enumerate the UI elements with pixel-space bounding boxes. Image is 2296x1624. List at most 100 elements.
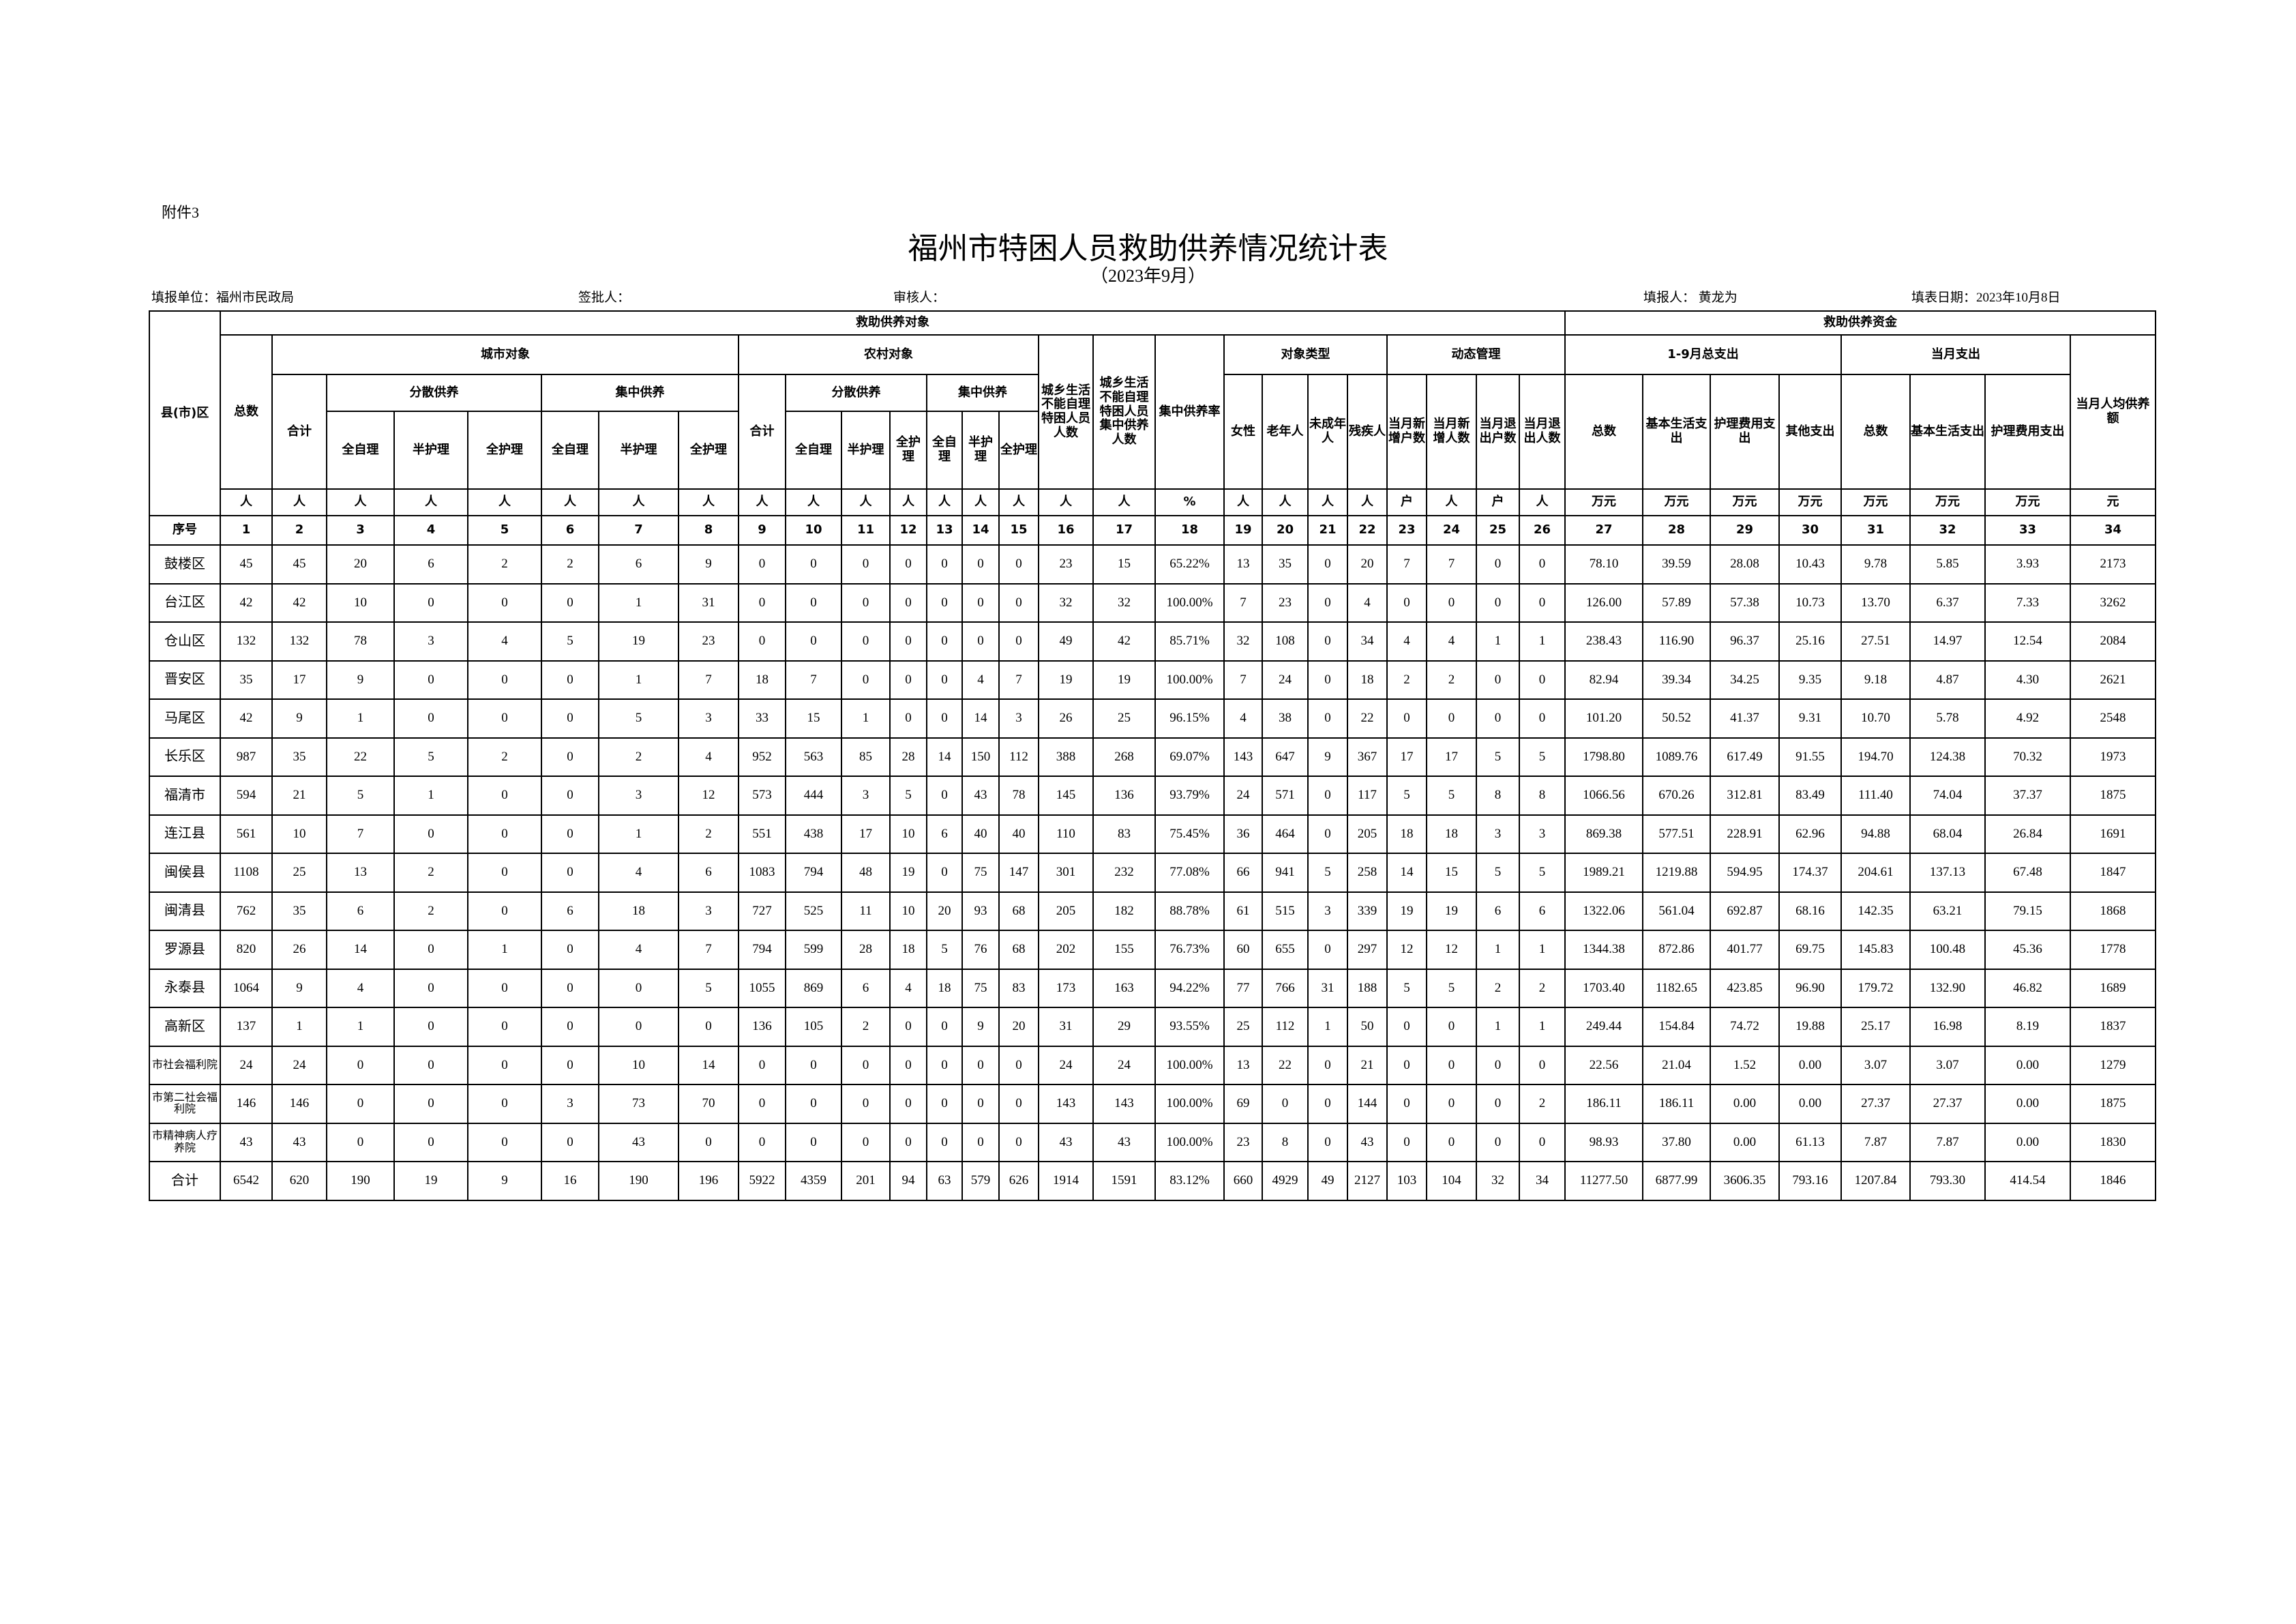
table-cell: 45.36 xyxy=(1984,930,2071,970)
table-cell: 29 xyxy=(1092,1007,1156,1047)
table-cell: 50.52 xyxy=(1642,698,1711,739)
table-cell: 268 xyxy=(1092,737,1156,777)
table-cell: 670.26 xyxy=(1642,776,1711,816)
table-cell: 0 xyxy=(738,1122,786,1162)
table-cell: 35 xyxy=(271,737,327,777)
table-cell: 39.34 xyxy=(1642,660,1711,700)
table-cell: 24 xyxy=(1092,1045,1156,1085)
table-body: 鼓楼区 45 45 20 6 2 2 6 9 0 0 0 0 0 0 0 23 15 65.22% 13 35 0 20 7 7… xyxy=(149,544,2156,1201)
table-cell: 12.54 xyxy=(1984,621,2071,662)
unit-cell: 人 xyxy=(541,488,599,516)
table-cell: 60 xyxy=(1223,930,1263,970)
table-cell: 1846 xyxy=(2070,1161,2156,1201)
table-cell: 4.30 xyxy=(1984,660,2071,700)
sequence-cell: 15 xyxy=(998,515,1039,546)
table-cell: 10 xyxy=(889,891,927,931)
table-cell: 0 xyxy=(1519,544,1566,585)
table-cell: 872.86 xyxy=(1642,930,1711,970)
table-cell: 0 xyxy=(541,1122,599,1162)
header-ytd-total: 总数 xyxy=(1564,374,1643,490)
table-cell: 1837 xyxy=(2070,1007,2156,1047)
table-cell: 194.70 xyxy=(1840,737,1911,777)
table-cell: 6877.99 xyxy=(1642,1161,1711,1201)
region-name: 长乐区 xyxy=(149,737,221,777)
region-name: 高新区 xyxy=(149,1007,221,1047)
header-seq: 序号 xyxy=(149,515,221,546)
header-care-level: 全护理 xyxy=(889,411,927,490)
table-cell: 0 xyxy=(998,544,1039,585)
table-cell: 132.90 xyxy=(1909,968,1986,1008)
table-cell: 0 xyxy=(1307,698,1348,739)
table-cell: 10.43 xyxy=(1778,544,1842,585)
table-cell: 2621 xyxy=(2070,660,2156,700)
table-cell: 143 xyxy=(1038,1084,1094,1124)
table-cell: 27.37 xyxy=(1840,1084,1911,1124)
table-cell: 5 xyxy=(541,621,599,662)
table-cell: 19 xyxy=(393,1161,468,1201)
table-cell: 14 xyxy=(326,930,395,970)
table-cell: 144 xyxy=(1347,1084,1388,1124)
region-name: 台江区 xyxy=(149,582,221,623)
table-cell: 45 xyxy=(271,544,327,585)
statistics-table: 县(市)区 救助供养对象 救助供养资金 总数 城市对象 农村对象 城乡生活不能自… xyxy=(149,310,2156,1201)
table-cell: 0 xyxy=(889,660,927,700)
table-cell: 0 xyxy=(541,776,599,816)
table-cell: 100.00% xyxy=(1154,1084,1225,1124)
table-cell: 0 xyxy=(926,1007,963,1047)
table-cell: 1875 xyxy=(2070,776,2156,816)
table-cell: 339 xyxy=(1347,891,1388,931)
table-cell: 105 xyxy=(785,1007,842,1047)
table-cell: 43 xyxy=(1347,1122,1388,1162)
table-cell: 0 xyxy=(393,1122,468,1162)
unit-cell: 人 xyxy=(889,488,927,516)
table-cell: 577.51 xyxy=(1642,814,1711,854)
table-cell: 76 xyxy=(961,930,1000,970)
header-region: 县(市)区 xyxy=(149,310,221,516)
table-cell: 1055 xyxy=(738,968,786,1008)
table-cell: 1064 xyxy=(220,968,273,1008)
table-cell: 28 xyxy=(889,737,927,777)
sequence-cell: 7 xyxy=(598,515,679,546)
sequence-cell: 6 xyxy=(541,515,599,546)
table-cell: 186.11 xyxy=(1564,1084,1643,1124)
table-cell: 0 xyxy=(1307,660,1348,700)
table-cell: 0 xyxy=(393,660,468,700)
table-cell: 5 xyxy=(889,776,927,816)
sequence-cell: 31 xyxy=(1840,515,1911,546)
header-ytd-other: 其他支出 xyxy=(1778,374,1842,490)
table-cell: 2 xyxy=(598,737,679,777)
table-cell: 75.45% xyxy=(1154,814,1225,854)
table-cell: 62.96 xyxy=(1778,814,1842,854)
table-cell: 40 xyxy=(998,814,1039,854)
table-cell: 202 xyxy=(1038,930,1094,970)
table-cell: 301 xyxy=(1038,853,1094,893)
table-cell: 132 xyxy=(271,621,327,662)
table-cell: 104 xyxy=(1426,1161,1477,1201)
table-cell: 78 xyxy=(326,621,395,662)
table-cell: 103 xyxy=(1386,1161,1427,1201)
table-cell: 9.35 xyxy=(1778,660,1842,700)
table-cell: 3262 xyxy=(2070,582,2156,623)
table-cell: 0 xyxy=(467,1122,542,1162)
table-cell: 1798.80 xyxy=(1564,737,1643,777)
table-cell: 0 xyxy=(785,621,842,662)
table-cell: 0 xyxy=(841,1084,891,1124)
table-cell: 111.40 xyxy=(1840,776,1911,816)
region-name: 市精神病人疗养院 xyxy=(149,1122,221,1162)
table-cell: 0 xyxy=(889,698,927,739)
table-cell: 987 xyxy=(220,737,273,777)
sequence-cell: 28 xyxy=(1642,515,1711,546)
unit-cell: 人 xyxy=(841,488,891,516)
table-row: 台江区 42 42 10 0 0 0 1 31 0 0 0 0 0 0 0 32 32 100.00% 7 23 0 4 0 0… xyxy=(149,582,2156,623)
header-urban: 城市对象 xyxy=(271,334,739,375)
table-cell: 19 xyxy=(598,621,679,662)
table-cell: 0 xyxy=(961,1045,1000,1085)
table-cell: 0 xyxy=(889,1045,927,1085)
unit-cell: 人 xyxy=(1092,488,1156,516)
table-cell: 2 xyxy=(1519,968,1566,1008)
header-care-level: 全护理 xyxy=(467,411,542,490)
table-cell: 10 xyxy=(598,1045,679,1085)
table-cell: 22 xyxy=(1347,698,1388,739)
header-disabled: 残疾人 xyxy=(1347,374,1388,490)
table-cell: 39.59 xyxy=(1642,544,1711,585)
